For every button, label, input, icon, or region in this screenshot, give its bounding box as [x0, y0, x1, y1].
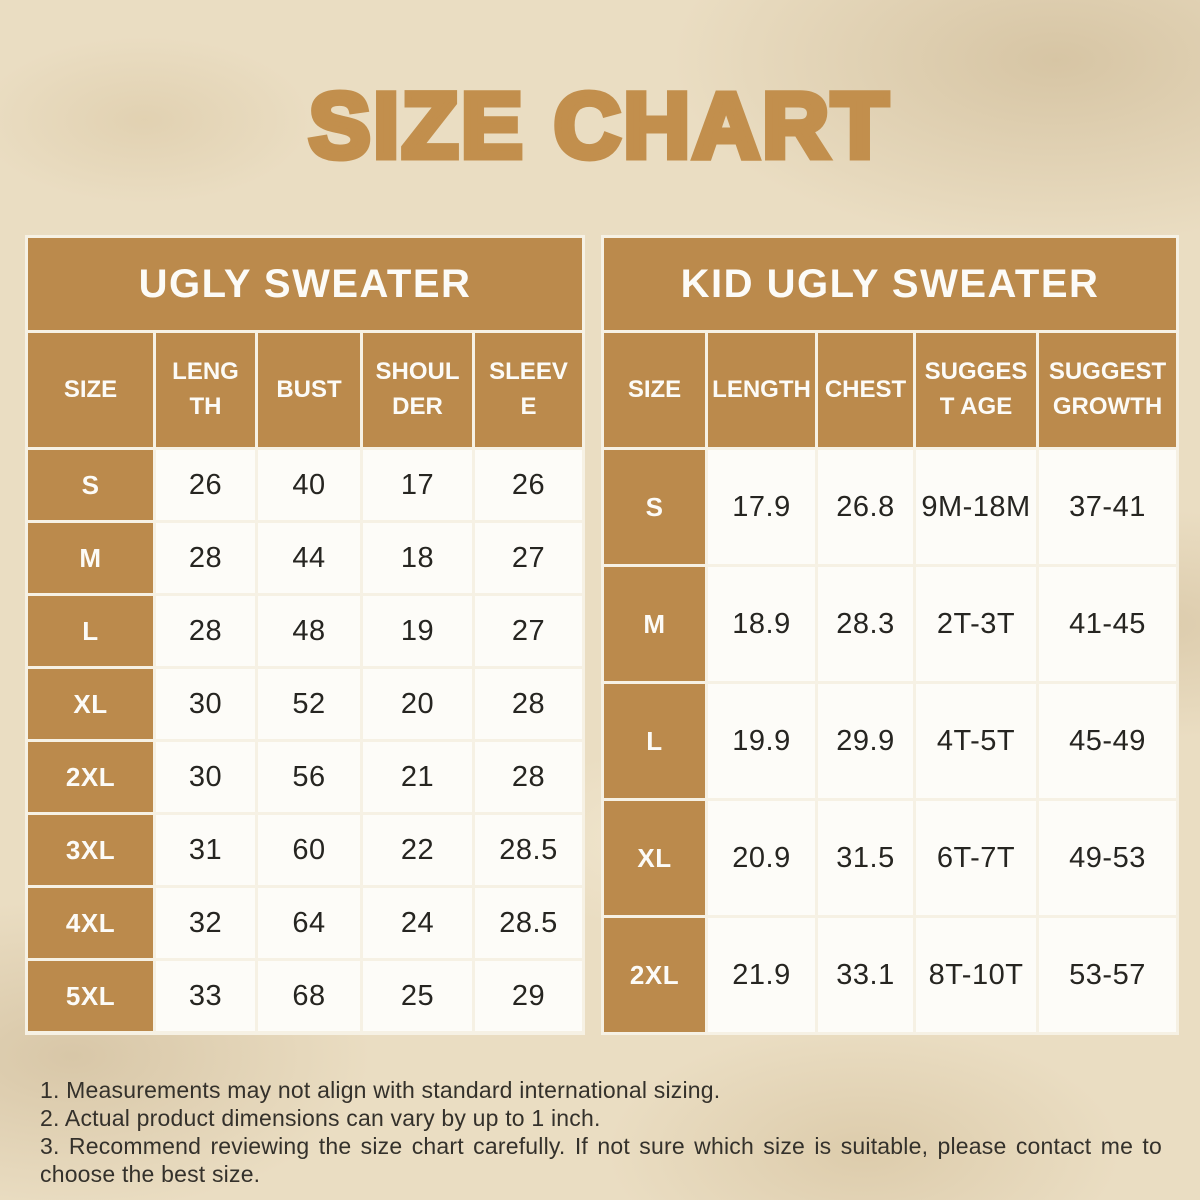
page-title: SIZE CHART — [306, 75, 892, 177]
note-line-2: 2. Actual product dimensions can vary by… — [40, 1105, 601, 1131]
column-header-shoulder: SHOULDER — [363, 333, 472, 447]
value-cell: 8T-10T — [916, 918, 1036, 1032]
size-label: 2XL — [28, 742, 153, 812]
value-cell: 49-53 — [1039, 801, 1176, 915]
value-cell: 29.9 — [818, 684, 913, 798]
value-cell: 9M-18M — [916, 450, 1036, 564]
value-cell: 22 — [363, 815, 472, 885]
size-label: M — [28, 523, 153, 593]
column-header-suggest-growth: SUGGEST GROWTH — [1039, 333, 1176, 447]
value-cell: 48 — [258, 596, 360, 666]
size-label: 4XL — [28, 888, 153, 958]
note-line-1: 1. Measurements may not align with stand… — [40, 1077, 721, 1103]
value-cell: 19 — [363, 596, 472, 666]
column-header-chest: CHEST — [818, 333, 913, 447]
value-cell: 24 — [363, 888, 472, 958]
value-cell: 4T-5T — [916, 684, 1036, 798]
size-label: 5XL — [28, 961, 153, 1031]
kid-table-title: KID UGLY SWEATER — [604, 238, 1176, 330]
value-cell: 33 — [156, 961, 255, 1031]
value-cell: 18 — [363, 523, 472, 593]
value-cell: 41-45 — [1039, 567, 1176, 681]
value-cell: 28 — [156, 523, 255, 593]
value-cell: 40 — [258, 450, 360, 520]
size-label: M — [604, 567, 705, 681]
size-label: 2XL — [604, 918, 705, 1032]
value-cell: 30 — [156, 669, 255, 739]
size-label: XL — [28, 669, 153, 739]
column-header-size: SIZE — [28, 333, 153, 447]
size-label: 3XL — [28, 815, 153, 885]
value-cell: 53-57 — [1039, 918, 1176, 1032]
value-cell: 33.1 — [818, 918, 913, 1032]
value-cell: 26 — [156, 450, 255, 520]
value-cell: 19.9 — [708, 684, 815, 798]
value-cell: 20.9 — [708, 801, 815, 915]
value-cell: 25 — [363, 961, 472, 1031]
size-label: S — [604, 450, 705, 564]
value-cell: 44 — [258, 523, 360, 593]
value-cell: 28.5 — [475, 888, 582, 958]
size-label: S — [28, 450, 153, 520]
value-cell: 37-41 — [1039, 450, 1176, 564]
value-cell: 6T-7T — [916, 801, 1036, 915]
value-cell: 21 — [363, 742, 472, 812]
value-cell: 18.9 — [708, 567, 815, 681]
size-notes: 1. Measurements may not align with stand… — [40, 1076, 1162, 1188]
size-label: L — [604, 684, 705, 798]
value-cell: 21.9 — [708, 918, 815, 1032]
value-cell: 31.5 — [818, 801, 913, 915]
value-cell: 29 — [475, 961, 582, 1031]
adult-size-table: UGLY SWEATER SIZE LENGTH BUST SHOULDER S… — [25, 235, 585, 1035]
adult-table-title: UGLY SWEATER — [28, 238, 582, 330]
value-cell: 28.3 — [818, 567, 913, 681]
kid-size-table: KID UGLY SWEATER SIZE LENGTH CHEST SUGGE… — [601, 235, 1179, 1035]
size-label: L — [28, 596, 153, 666]
value-cell: 31 — [156, 815, 255, 885]
value-cell: 17.9 — [708, 450, 815, 564]
value-cell: 26.8 — [818, 450, 913, 564]
value-cell: 60 — [258, 815, 360, 885]
value-cell: 17 — [363, 450, 472, 520]
value-cell: 28 — [475, 669, 582, 739]
value-cell: 28 — [156, 596, 255, 666]
column-header-bust: BUST — [258, 333, 360, 447]
column-header-length: LENGTH — [156, 333, 255, 447]
column-header-suggest-age: SUGGEST AGE — [916, 333, 1036, 447]
note-line-3: 3. Recommend reviewing the size chart ca… — [40, 1133, 1162, 1187]
tables-area: UGLY SWEATER SIZE LENGTH BUST SHOULDER S… — [25, 235, 1179, 1035]
value-cell: 64 — [258, 888, 360, 958]
column-header-size: SIZE — [604, 333, 705, 447]
value-cell: 27 — [475, 596, 582, 666]
value-cell: 20 — [363, 669, 472, 739]
value-cell: 30 — [156, 742, 255, 812]
column-header-length: LENGTH — [708, 333, 815, 447]
value-cell: 27 — [475, 523, 582, 593]
value-cell: 28.5 — [475, 815, 582, 885]
value-cell: 32 — [156, 888, 255, 958]
value-cell: 68 — [258, 961, 360, 1031]
value-cell: 52 — [258, 669, 360, 739]
column-header-sleeve: SLEEVE — [475, 333, 582, 447]
value-cell: 28 — [475, 742, 582, 812]
value-cell: 26 — [475, 450, 582, 520]
size-label: XL — [604, 801, 705, 915]
value-cell: 45-49 — [1039, 684, 1176, 798]
value-cell: 2T-3T — [916, 567, 1036, 681]
value-cell: 56 — [258, 742, 360, 812]
